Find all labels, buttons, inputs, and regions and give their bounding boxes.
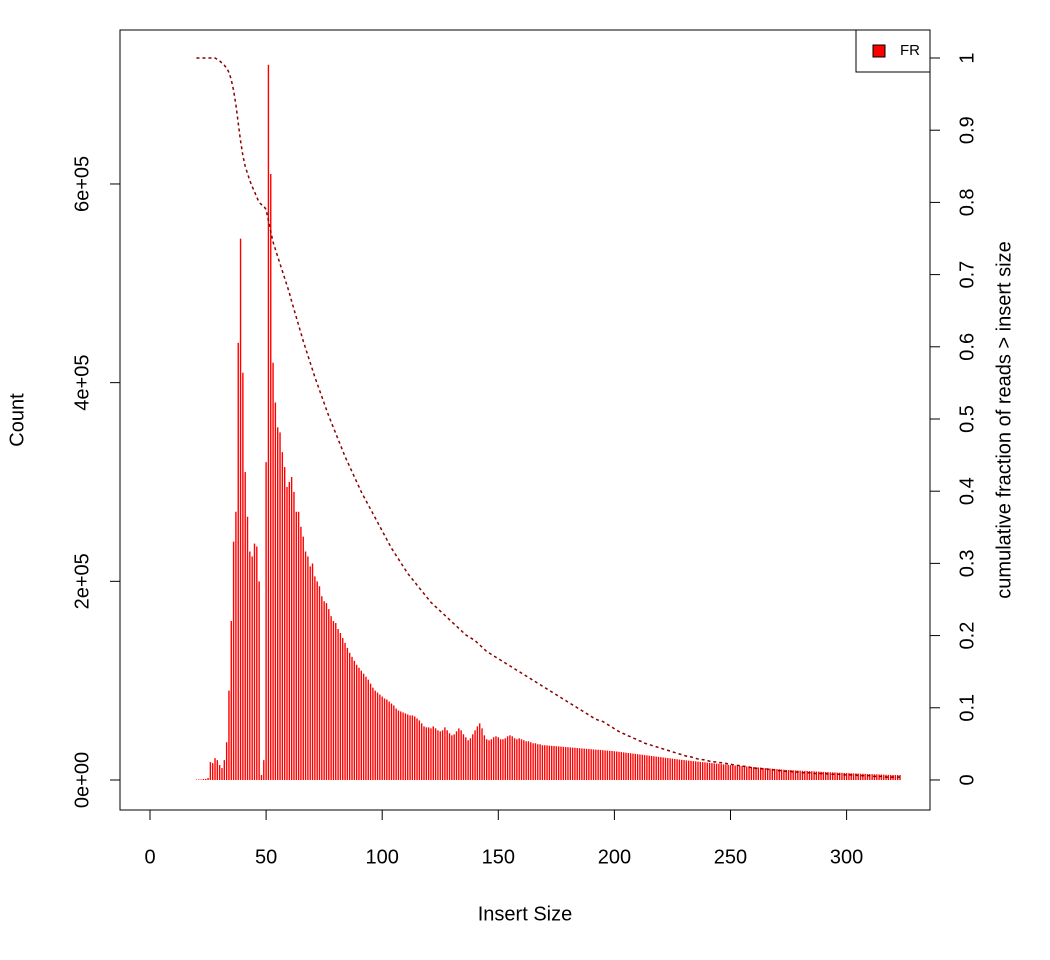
- y2-tick-label: 0.8: [956, 188, 978, 216]
- y2-tick-label: 0: [956, 774, 978, 785]
- y-tick-label: 0e+00: [71, 752, 93, 808]
- cumulative-line: [196, 57, 900, 778]
- legend-label: FR: [900, 42, 920, 59]
- x-tick-label: 250: [714, 846, 747, 868]
- y-tick-label: 4e+05: [71, 355, 93, 411]
- y-tick-label: 2e+05: [71, 553, 93, 609]
- x-axis-label: Insert Size: [478, 903, 572, 925]
- y2-tick-label: 0.7: [956, 261, 978, 289]
- x-tick-label: 200: [598, 846, 631, 868]
- x-tick-label: 300: [830, 846, 863, 868]
- y2-tick-label: 0.3: [956, 549, 978, 577]
- y2-tick-label: 0.4: [956, 477, 978, 505]
- x-tick-label: 50: [255, 846, 277, 868]
- x-tick-label: 0: [144, 846, 155, 868]
- y2-axis-label: cumulative fraction of reads > insert si…: [993, 241, 1015, 598]
- y2-tick-label: 0.9: [956, 116, 978, 144]
- x-tick-label: 150: [482, 846, 515, 868]
- y-axis-label: Count: [6, 393, 28, 447]
- y2-tick-label: 0.5: [956, 405, 978, 433]
- x-tick-label: 100: [366, 846, 399, 868]
- y-tick-label: 6e+05: [71, 156, 93, 212]
- y2-tick-label: 1: [956, 52, 978, 63]
- y2-tick-label: 0.6: [956, 333, 978, 361]
- legend-box: [855, 29, 931, 73]
- legend-swatch: [872, 44, 886, 58]
- y2-tick-label: 0.2: [956, 622, 978, 650]
- y2-tick-label: 0.1: [956, 694, 978, 722]
